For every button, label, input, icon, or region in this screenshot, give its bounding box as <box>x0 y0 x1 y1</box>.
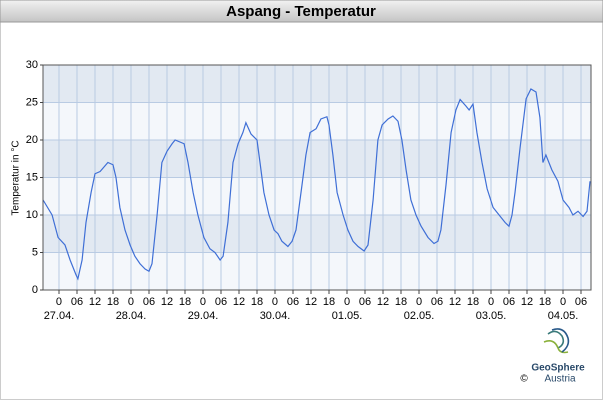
logo-name: GeoSphere <box>531 363 585 374</box>
x-tick-label: 18 <box>179 296 191 308</box>
date-label: 30.04. <box>260 310 291 322</box>
x-tick-label: 0 <box>488 296 494 308</box>
x-tick-label: 06 <box>287 296 299 308</box>
x-tick-label: 06 <box>143 296 155 308</box>
x-tick-label: 0 <box>200 296 206 308</box>
logo: GeoSphere Austria © <box>520 328 585 385</box>
band <box>43 140 591 178</box>
date-label: 28.04. <box>116 310 147 322</box>
band <box>43 65 591 103</box>
y-tick-label: 5 <box>32 246 38 258</box>
logo-mark <box>547 330 565 349</box>
logo-country: Austria <box>544 374 576 385</box>
x-tick-label: 18 <box>467 296 479 308</box>
x-tick-label: 12 <box>89 296 101 308</box>
y-tick-label: 20 <box>26 134 38 146</box>
band <box>43 215 591 253</box>
plot <box>42 64 592 291</box>
chart-title: Aspang - Temperatur <box>226 3 376 20</box>
x-tick-label: 06 <box>503 296 515 308</box>
x-tick-label: 12 <box>449 296 461 308</box>
date-label: 04.05. <box>548 310 579 322</box>
x-tick-label: 0 <box>560 296 566 308</box>
title-bar <box>0 0 603 23</box>
x-tick-label: 0 <box>128 296 134 308</box>
y-tick-label: 0 <box>32 284 38 296</box>
logo-mark <box>551 328 570 353</box>
x-tick-label: 12 <box>377 296 389 308</box>
x-tick-label: 06 <box>575 296 587 308</box>
x-tick-label: 18 <box>323 296 335 308</box>
logo-mark <box>543 340 569 354</box>
x-tick-label: 06 <box>71 296 83 308</box>
date-label: 27.04. <box>44 310 75 322</box>
y-tick-label: 15 <box>26 171 38 183</box>
date-label: 29.04. <box>188 310 219 322</box>
y-tick-label: 10 <box>26 209 38 221</box>
date-label: 01.05. <box>332 310 363 322</box>
x-tick-label: 06 <box>215 296 227 308</box>
x-tick-label: 0 <box>416 296 422 308</box>
x-tick-label: 06 <box>431 296 443 308</box>
temperature-line <box>42 88 591 281</box>
x-tick-label: 12 <box>305 296 317 308</box>
x-tick-label: 18 <box>251 296 263 308</box>
x-tick-label: 0 <box>344 296 350 308</box>
x-tick-label: 18 <box>395 296 407 308</box>
x-tick-label: 18 <box>107 296 119 308</box>
x-tick-label: 06 <box>359 296 371 308</box>
copyright: © <box>520 374 528 385</box>
date-label: 02.05. <box>404 310 435 322</box>
x-tick-label: 12 <box>233 296 245 308</box>
x-tick-label: 12 <box>161 296 173 308</box>
y-tick-label: 25 <box>26 96 38 108</box>
date-label: 03.05. <box>476 310 507 322</box>
x-tick-label: 0 <box>56 296 62 308</box>
x-tick-label: 0 <box>272 296 278 308</box>
y-axis-label: Temperatur in °C <box>11 140 22 215</box>
y-tick-label: 30 <box>26 59 38 71</box>
x-tick-label: 12 <box>521 296 533 308</box>
x-tick-label: 18 <box>539 296 551 308</box>
